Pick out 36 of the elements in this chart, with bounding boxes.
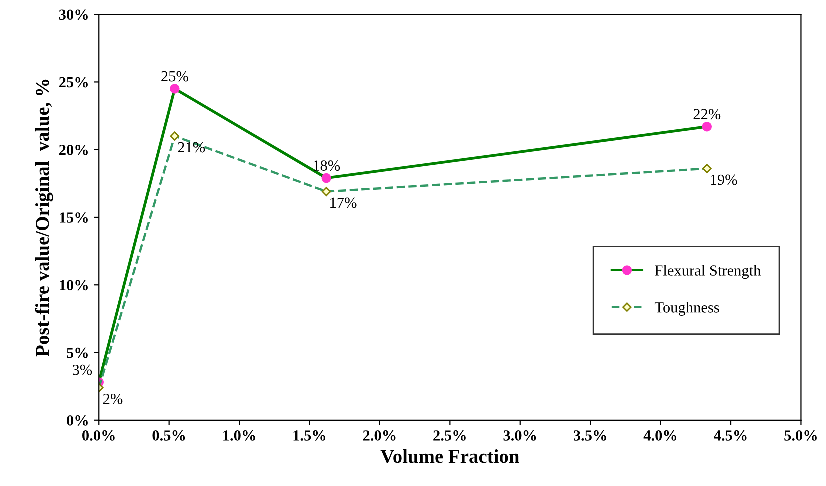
- y-tick-label: 10%: [60, 280, 88, 291]
- point: [702, 164, 712, 174]
- y-tick-label: 0%: [67, 416, 88, 426]
- y-tick-label: 25%: [59, 77, 88, 88]
- x-tick-label: 0.0%: [82, 430, 115, 441]
- x-tick-label: 5.0%: [784, 430, 817, 441]
- x-tick-label: 1.5%: [294, 430, 326, 441]
- data-label: 2%: [103, 394, 123, 404]
- x-axis-title: Volume Fraction: [380, 450, 520, 464]
- point: [322, 173, 332, 184]
- data-label: 25%: [162, 71, 188, 82]
- y-tick-label: 20%: [59, 144, 88, 156]
- x-tick-label: 1.0%: [224, 430, 256, 441]
- data-label: 19%: [711, 174, 738, 186]
- data-label: 3%: [73, 364, 92, 376]
- data-label: 18%: [314, 160, 340, 172]
- point: [702, 122, 712, 132]
- x-tick-label: 3.0%: [504, 430, 536, 441]
- point: [322, 187, 332, 196]
- point: [170, 84, 180, 94]
- x-tick-label: 4.0%: [644, 430, 677, 441]
- data-label: 21%: [178, 142, 206, 153]
- data-label: 17%: [330, 198, 357, 208]
- x-tick-label: 4.5%: [714, 430, 747, 441]
- y-axis-title: Post-fire value/Original value, %: [35, 80, 54, 357]
- point: [170, 132, 180, 141]
- x-tick-label: 2.5%: [434, 430, 466, 441]
- legend-label: Flexural Strength: [655, 265, 762, 280]
- x-tick-label: 0.5%: [152, 430, 186, 441]
- y-tick-label: 5%: [67, 348, 88, 358]
- legend-label: Toughness: [654, 302, 720, 316]
- y-tick-label: 15%: [60, 212, 88, 223]
- y-tick-label: 30%: [59, 10, 88, 20]
- x-tick-label: 3.5%: [574, 430, 606, 441]
- x-tick-label: 2.0%: [363, 430, 396, 441]
- data-label: 22%: [694, 109, 721, 120]
